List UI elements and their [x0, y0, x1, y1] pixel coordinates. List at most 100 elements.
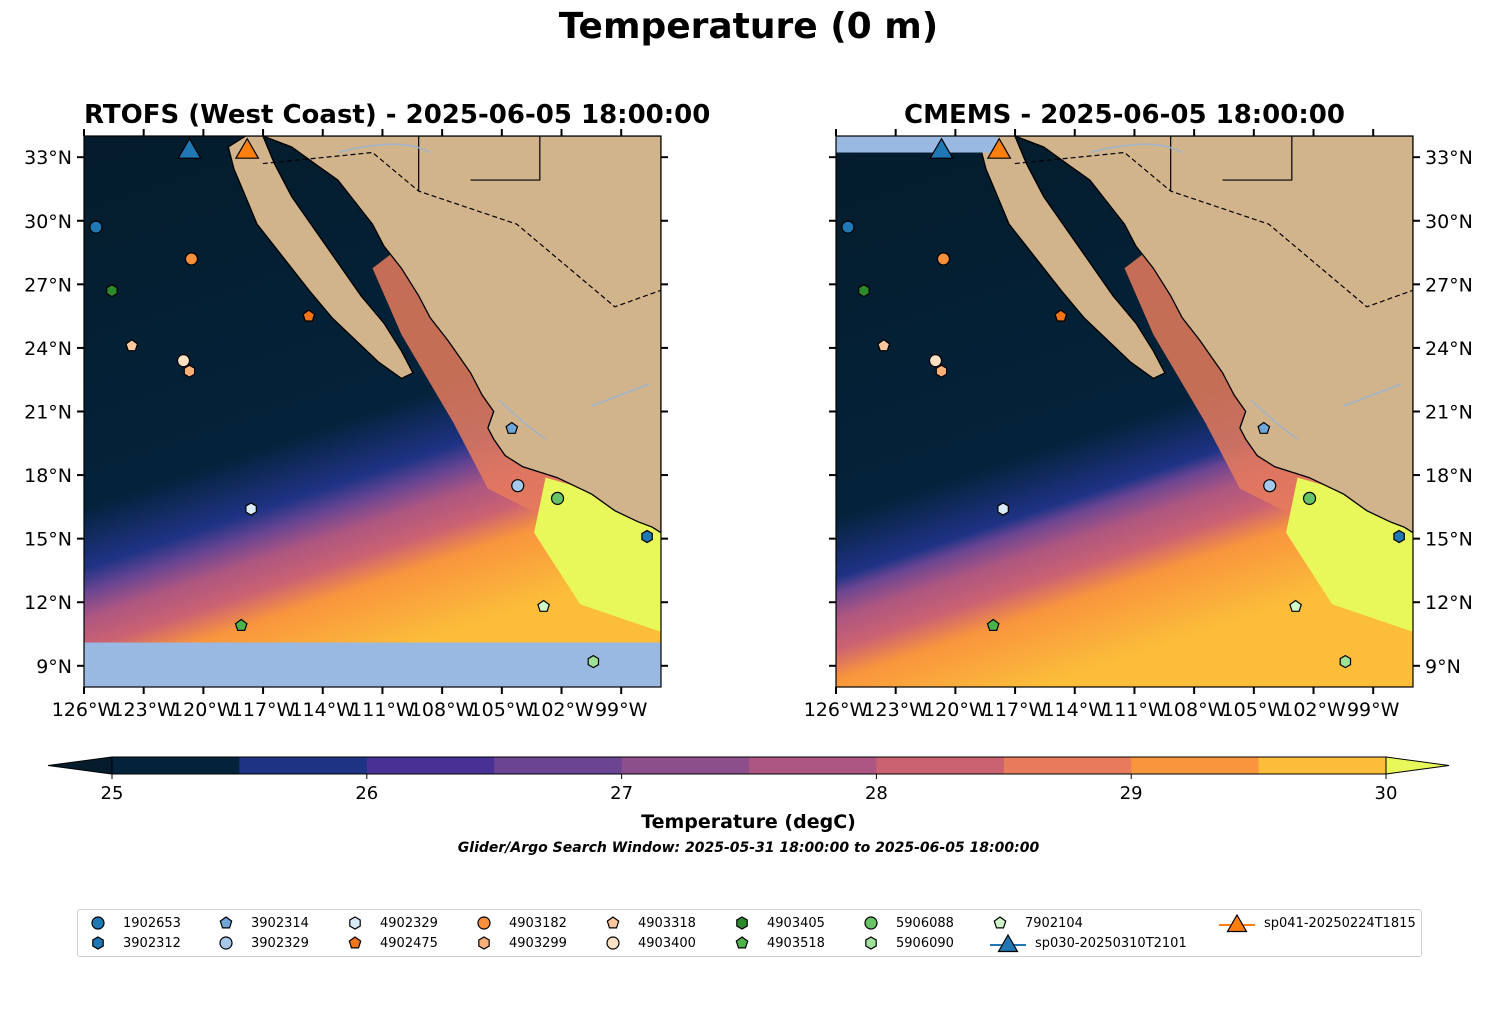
- float-marker-1902653: [89, 220, 103, 234]
- legend-label: sp041-20250224T1815: [1264, 916, 1416, 931]
- legend-swatch: [348, 936, 362, 949]
- legend-marker: [606, 936, 620, 950]
- legend-label: 4903299: [509, 936, 567, 951]
- colorbar-frame: [111, 756, 1387, 775]
- legend-label: 4903318: [638, 916, 696, 931]
- map-body: [84, 136, 661, 687]
- glider-marker-sp030-20250310T2101: [929, 137, 954, 159]
- xtick-label: 117°W: [983, 699, 1048, 721]
- xtick-label: 120°W: [923, 699, 988, 721]
- rivers: [337, 143, 650, 440]
- ytick-label: 15°N: [1425, 529, 1473, 551]
- float-marker-4903318: [125, 339, 139, 352]
- ytick-label: 12°N: [24, 592, 72, 614]
- ytick-label: 18°N: [1425, 465, 1473, 487]
- colorbar-bin: [749, 757, 877, 774]
- float-marker-3902314: [1257, 421, 1271, 434]
- legend-marker: [219, 936, 233, 950]
- legend-label: 4902329: [380, 916, 438, 931]
- float-marker-5906088: [550, 491, 565, 505]
- ytick-label: 33°N: [1425, 147, 1473, 169]
- legend-marker: [736, 916, 748, 930]
- legend-swatch: [993, 916, 1007, 929]
- ytick-label: 9°N: [36, 656, 72, 678]
- legend-label: 4903405: [767, 916, 825, 931]
- legend-label: 4903518: [767, 936, 825, 951]
- xtick-label: 126°W: [804, 699, 869, 721]
- ytick-label: 27°N: [1425, 274, 1473, 296]
- colorbar-bin: [1003, 757, 1132, 774]
- colorbar-bin: [112, 757, 240, 774]
- map-body: [836, 136, 1413, 687]
- float-marker-4903518: [234, 618, 248, 631]
- land-mainland: [262, 136, 661, 534]
- legend-marker: [993, 916, 1007, 929]
- rivers: [1089, 143, 1402, 440]
- ytick-label: 24°N: [1425, 338, 1473, 360]
- legend-swatch: [91, 916, 105, 930]
- legend-marker: [478, 936, 490, 950]
- legend-label: 5906088: [896, 916, 954, 931]
- colorbar-label: Temperature (degC): [641, 811, 856, 833]
- float-marker-3902314: [505, 421, 519, 434]
- ytick-label: 9°N: [1425, 656, 1461, 678]
- legend-label: 1902653: [123, 916, 181, 931]
- colorbar-tick-label: 30: [1375, 783, 1398, 804]
- colorbar-tick-label: 28: [865, 783, 888, 804]
- ytick-label: 18°N: [24, 465, 72, 487]
- legend-label: 3902312: [123, 936, 181, 951]
- colorbar-bin: [239, 757, 368, 774]
- xtick-label: 126°W: [52, 699, 117, 721]
- xtick-label: 111°W: [1102, 699, 1167, 721]
- legend-label: 7902104: [1025, 916, 1083, 931]
- float-marker-4903405: [858, 284, 870, 298]
- legend-label: 4902475: [380, 936, 438, 951]
- legend-label: 5906090: [896, 936, 954, 951]
- xtick-label: 114°W: [1042, 699, 1107, 721]
- ytick-label: 27°N: [24, 274, 72, 296]
- glider-marker-sp041-20250224T1815: [234, 137, 260, 159]
- xtick-label: 117°W: [231, 699, 296, 721]
- float-marker-4903400: [176, 354, 191, 368]
- legend-swatch: [1219, 914, 1255, 933]
- glider-marker-sp041-20250224T1815: [986, 137, 1012, 159]
- xtick-label: 105°W: [1222, 699, 1287, 721]
- legend-swatch: [219, 936, 233, 950]
- legend-swatch: [735, 936, 749, 949]
- legend-marker: [606, 916, 620, 929]
- float-marker-7902104: [1289, 599, 1303, 612]
- search-window-note: Glider/Argo Search Window: 2025-05-31 18…: [457, 840, 1040, 856]
- state-border: [418, 136, 541, 192]
- legend-marker: [349, 916, 361, 930]
- panel-title-cmems: CMEMS - 2025-06-05 18:00:00: [904, 100, 1345, 130]
- legend-swatch: [606, 916, 620, 929]
- xtick-label: 108°W: [410, 699, 475, 721]
- border-line: [1014, 151, 1413, 308]
- figure-title: Temperature (0 m): [558, 6, 939, 47]
- colorbar-bin: [494, 757, 623, 774]
- float-marker-4902329: [997, 502, 1009, 516]
- float-marker-4903182: [184, 252, 199, 266]
- float-marker-5906090: [1339, 654, 1352, 669]
- legend-marker: [997, 934, 1019, 953]
- land-baja: [227, 136, 414, 380]
- float-marker-4902329: [245, 502, 257, 516]
- legend-label: 4903182: [509, 916, 567, 931]
- legend-marker: [219, 916, 233, 929]
- colorbar-bin: [366, 757, 495, 774]
- ytick-label: 21°N: [1425, 402, 1473, 424]
- xtick-label: 123°W: [863, 699, 928, 721]
- ytick-label: 33°N: [24, 147, 72, 169]
- legend-marker: [348, 936, 362, 949]
- legend-marker: [91, 916, 105, 930]
- legend-swatch: [478, 936, 490, 950]
- float-marker-4903405: [106, 284, 118, 298]
- ytick-label: 21°N: [24, 402, 72, 424]
- ytick-label: 15°N: [24, 529, 72, 551]
- legend-swatch: [92, 936, 104, 950]
- legend-swatch: [990, 934, 1026, 953]
- legend-marker: [477, 916, 491, 930]
- legend-marker: [865, 936, 877, 950]
- xtick-label: 123°W: [111, 699, 176, 721]
- ytick-label: 30°N: [1425, 211, 1473, 233]
